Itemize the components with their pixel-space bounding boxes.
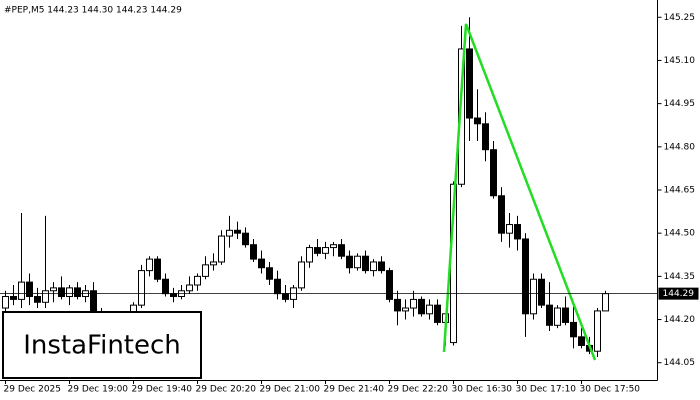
x-tick-label: 29 Dec 19:00	[68, 385, 129, 395]
candle-body	[386, 270, 393, 300]
candle-body	[58, 287, 65, 298]
y-tick-label: 145.25	[664, 13, 696, 23]
y-tick-label: 144.50	[664, 229, 696, 239]
logo: InstaFintech	[23, 331, 181, 361]
candle-body	[306, 247, 313, 263]
pattern-line	[442, 23, 597, 361]
candle-body	[50, 287, 57, 292]
y-tick-label: 145.10	[664, 56, 696, 66]
candles	[2, 17, 609, 357]
x-tick-label: 29 Dec 2025	[4, 385, 62, 395]
candle-body	[370, 261, 377, 272]
candle-body	[354, 255, 361, 269]
candle-body	[10, 296, 17, 300]
candle-body	[226, 229, 233, 237]
candle-body	[298, 261, 305, 289]
candle-body	[506, 224, 513, 234]
last-price-box	[658, 287, 699, 300]
logo-box	[2, 311, 202, 379]
candle-body	[266, 267, 273, 280]
candle-body	[378, 261, 385, 272]
candle-body	[522, 238, 529, 315]
candle-body	[418, 298, 425, 315]
y-tick-label: 144.80	[664, 142, 696, 152]
candle-body	[394, 298, 401, 312]
candle-body	[274, 278, 281, 295]
candle-body	[570, 321, 577, 338]
x-tick-label: 30 Dec 16:30	[452, 385, 513, 395]
candle-body	[530, 278, 537, 315]
candle-body	[194, 275, 201, 286]
candle-body	[482, 123, 489, 151]
candle-body	[146, 258, 153, 272]
candle-body	[538, 278, 545, 306]
candle-body	[322, 247, 329, 254]
last-price-label: 144.29	[663, 289, 695, 299]
candle-body	[546, 304, 553, 326]
candle-body	[186, 284, 193, 292]
x-tick-label: 29 Dec 20:20	[196, 385, 257, 395]
candle-body	[458, 48, 465, 185]
candle-body	[514, 224, 521, 240]
x-tick-label: 29 Dec 21:00	[260, 385, 321, 395]
x-tick-label: 29 Dec 21:40	[324, 385, 385, 395]
candle-body	[34, 296, 41, 303]
x-tick-label: 30 Dec 17:50	[580, 385, 641, 395]
candle-body	[26, 281, 33, 298]
candle-body	[162, 278, 169, 295]
candle-body	[314, 247, 321, 254]
candle-body	[554, 307, 561, 326]
candle-body	[258, 258, 265, 269]
candle-body	[242, 232, 249, 246]
candle-body	[18, 281, 25, 300]
y-tick-label: 144.05	[664, 358, 696, 368]
candle-body	[602, 293, 609, 312]
candle-body	[562, 307, 569, 323]
y-tick-label: 144.20	[664, 315, 696, 325]
candle-body	[202, 264, 209, 277]
candle-body	[410, 298, 417, 309]
candle-body	[362, 255, 369, 272]
candle-body	[474, 117, 481, 125]
candle-body	[138, 270, 145, 306]
candle-body	[346, 255, 353, 269]
candle-body	[490, 149, 497, 197]
candle-body	[218, 235, 225, 263]
candle-body	[234, 229, 241, 234]
candle-body	[594, 310, 601, 352]
candle-body	[330, 244, 337, 249]
candle-body	[250, 244, 257, 260]
candle-body	[42, 290, 49, 303]
candle-body	[210, 261, 217, 266]
candle-body	[66, 287, 73, 298]
candle-body	[402, 307, 409, 312]
candle-body	[2, 296, 9, 309]
candle-body	[282, 293, 289, 300]
x-tick-label: 29 Dec 22:20	[388, 385, 449, 395]
candle-body	[466, 48, 473, 119]
y-tick-label: 144.35	[664, 272, 696, 282]
x-tick-label: 30 Dec 17:10	[516, 385, 577, 395]
y-tick-label: 144.95	[664, 99, 696, 109]
candle-body	[170, 293, 177, 298]
x-tick-label: 29 Dec 19:40	[132, 385, 193, 395]
candle-body	[338, 244, 345, 257]
chart-subtitle: #PEP,M5 144.23 144.30 144.23 144.29	[4, 6, 182, 16]
candle-body	[434, 304, 441, 323]
candle-body	[74, 287, 81, 298]
candle-body	[426, 304, 433, 315]
candle-body	[578, 336, 585, 346]
y-tick-label: 144.65	[664, 186, 696, 196]
candle-body	[498, 195, 505, 234]
candle-body	[154, 258, 161, 280]
